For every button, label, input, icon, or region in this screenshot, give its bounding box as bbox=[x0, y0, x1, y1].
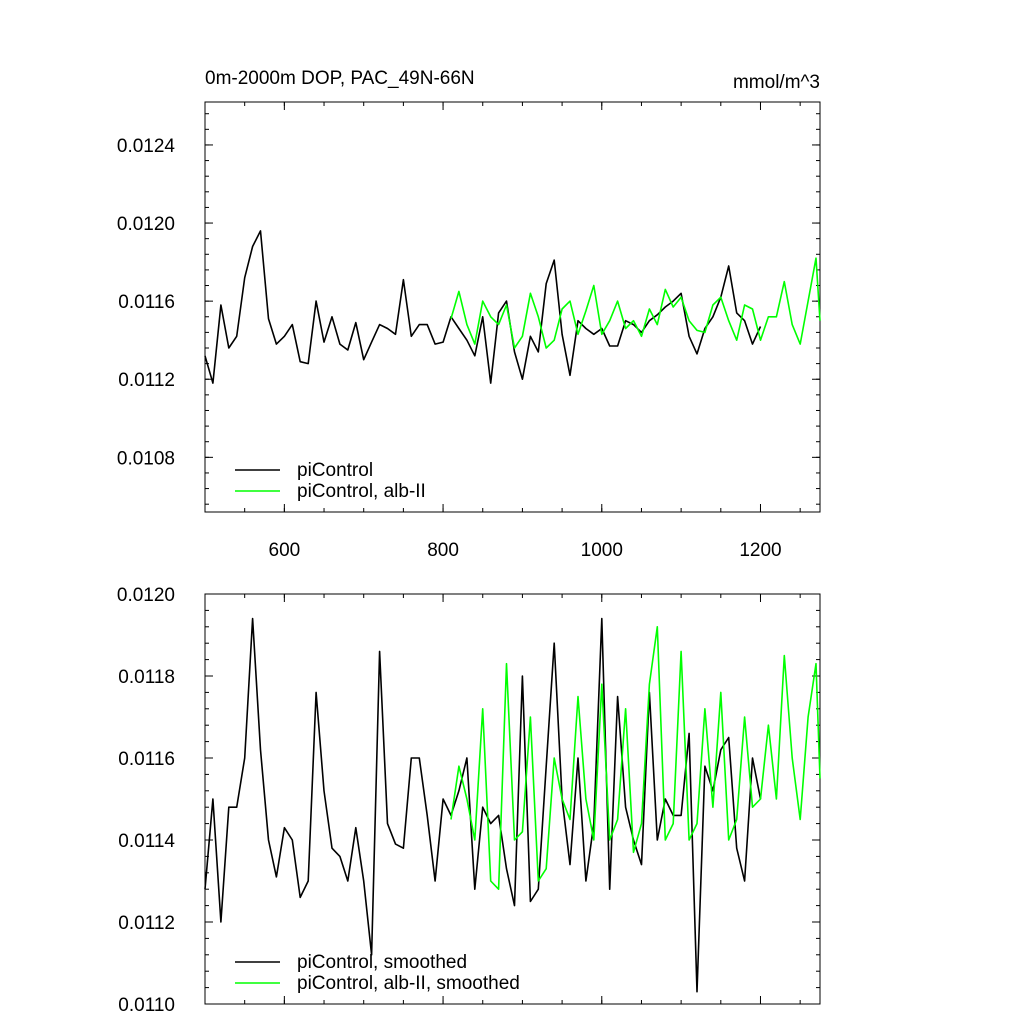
y-tick-label: 0.0120 bbox=[117, 585, 175, 606]
bottom-series-lines bbox=[204, 617, 821, 993]
y-tick-label: 0.0110 bbox=[118, 995, 175, 1016]
series-line-picontrol bbox=[204, 617, 762, 993]
series-line-picontrol-alb-ii bbox=[450, 625, 821, 891]
y-tick-label: 0.0108 bbox=[117, 448, 175, 469]
top-panel: 0m-2000m DOP, PAC_49N-66N mmol/m^3 0.010… bbox=[117, 68, 821, 561]
legend-label: piControl, alb-II, smoothed bbox=[297, 973, 520, 994]
x-tick-label: 1200 bbox=[739, 540, 781, 561]
bottom-panel: 0.0110 0.0112 0.0114 0.0116 0.0118 0.0120 piC… bbox=[117, 585, 821, 1016]
legend-label: piControl, alb-II bbox=[297, 481, 426, 502]
top-series-lines bbox=[204, 230, 821, 384]
bottom-ticks: 0.0110 0.0112 0.0114 0.0116 0.0118 0.0120 bbox=[117, 585, 820, 1016]
legend-label: piControl bbox=[297, 460, 373, 481]
legend-label: piControl, smoothed bbox=[297, 952, 467, 973]
y-tick-label: 0.0118 bbox=[118, 667, 175, 688]
x-tick-label: 1000 bbox=[581, 540, 623, 561]
series-line-picontrol bbox=[204, 230, 762, 384]
y-tick-label: 0.0124 bbox=[117, 136, 176, 157]
top-panel-title: 0m-2000m DOP, PAC_49N-66N bbox=[205, 68, 475, 89]
x-tick-label: 800 bbox=[427, 540, 459, 561]
y-tick-label: 0.0116 bbox=[118, 749, 175, 770]
series-line-picontrol-alb-ii bbox=[450, 257, 821, 349]
y-tick-label: 0.0120 bbox=[117, 214, 175, 235]
y-tick-label: 0.0114 bbox=[118, 831, 175, 852]
top-plot-frame bbox=[204, 101, 821, 513]
top-ticks: 0.0108 0.0112 0.0116 0.0120 0.0124 600 800 1000… bbox=[117, 102, 820, 561]
y-tick-label: 0.0112 bbox=[118, 913, 175, 934]
y-tick-label: 0.0112 bbox=[118, 370, 175, 391]
y-tick-label: 0.0116 bbox=[118, 292, 175, 313]
top-panel-units: mmol/m^3 bbox=[733, 72, 820, 93]
bottom-plot-frame bbox=[204, 593, 821, 1005]
x-tick-label: 600 bbox=[269, 540, 301, 561]
